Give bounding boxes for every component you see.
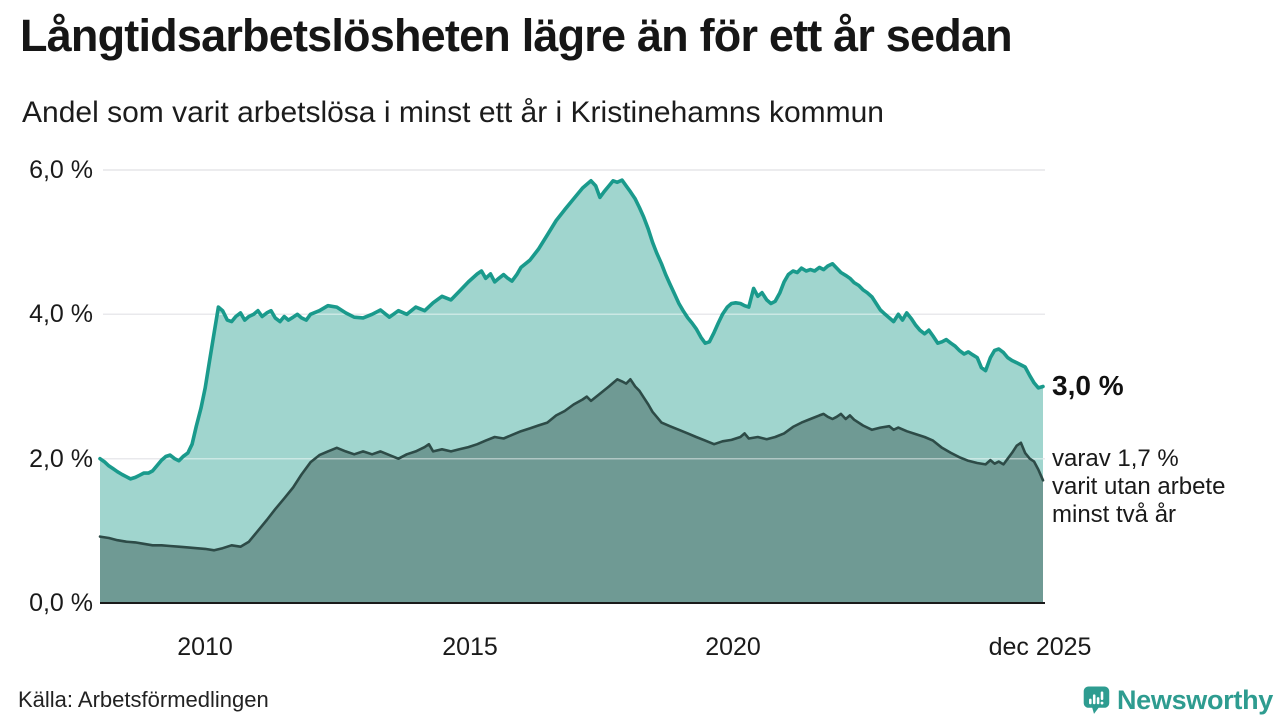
- y-axis-tick-6: 6,0 %: [29, 156, 93, 184]
- page-title: Långtidsarbetslösheten lägre än för ett …: [20, 10, 1013, 61]
- detail-annotation-line-3: minst två år: [1052, 501, 1177, 528]
- detail-annotation-line-2: varit utan arbete: [1052, 473, 1226, 500]
- y-axis-tick-2: 2,0 %: [29, 445, 93, 473]
- x-axis-tick-dec-2025: dec 2025: [988, 633, 1092, 661]
- chart-subtitle: Andel som varit arbetslösa i minst ett å…: [22, 96, 884, 129]
- line-series-1: [98, 178, 1045, 481]
- y-axis-tick-0: 0,0 %: [29, 589, 93, 617]
- detail-annotation-line-1: varav 1,7 %: [1052, 445, 1179, 472]
- x-axis-tick-2010: 2010: [177, 633, 233, 661]
- area-fill-series-2: [100, 379, 1043, 603]
- newsworthy-chart-bubble-icon: [1083, 686, 1110, 714]
- y-axis-tick-4: 4,0 %: [29, 300, 93, 328]
- x-axis-tick-2015: 2015: [442, 633, 498, 661]
- latest-value-label: 3,0 %: [1052, 370, 1124, 401]
- x-axis-tick-2020: 2020: [705, 633, 761, 661]
- source-credit: Källa: Arbetsförmedlingen: [18, 687, 269, 712]
- newsworthy-wordmark: Newsworthy: [1116, 684, 1273, 715]
- line-series-2: [98, 378, 1045, 552]
- newsworthy-logo: Newsworthy: [1083, 680, 1273, 720]
- detail-annotation: varav 1,7 % varit utan arbete minst två …: [1052, 445, 1277, 529]
